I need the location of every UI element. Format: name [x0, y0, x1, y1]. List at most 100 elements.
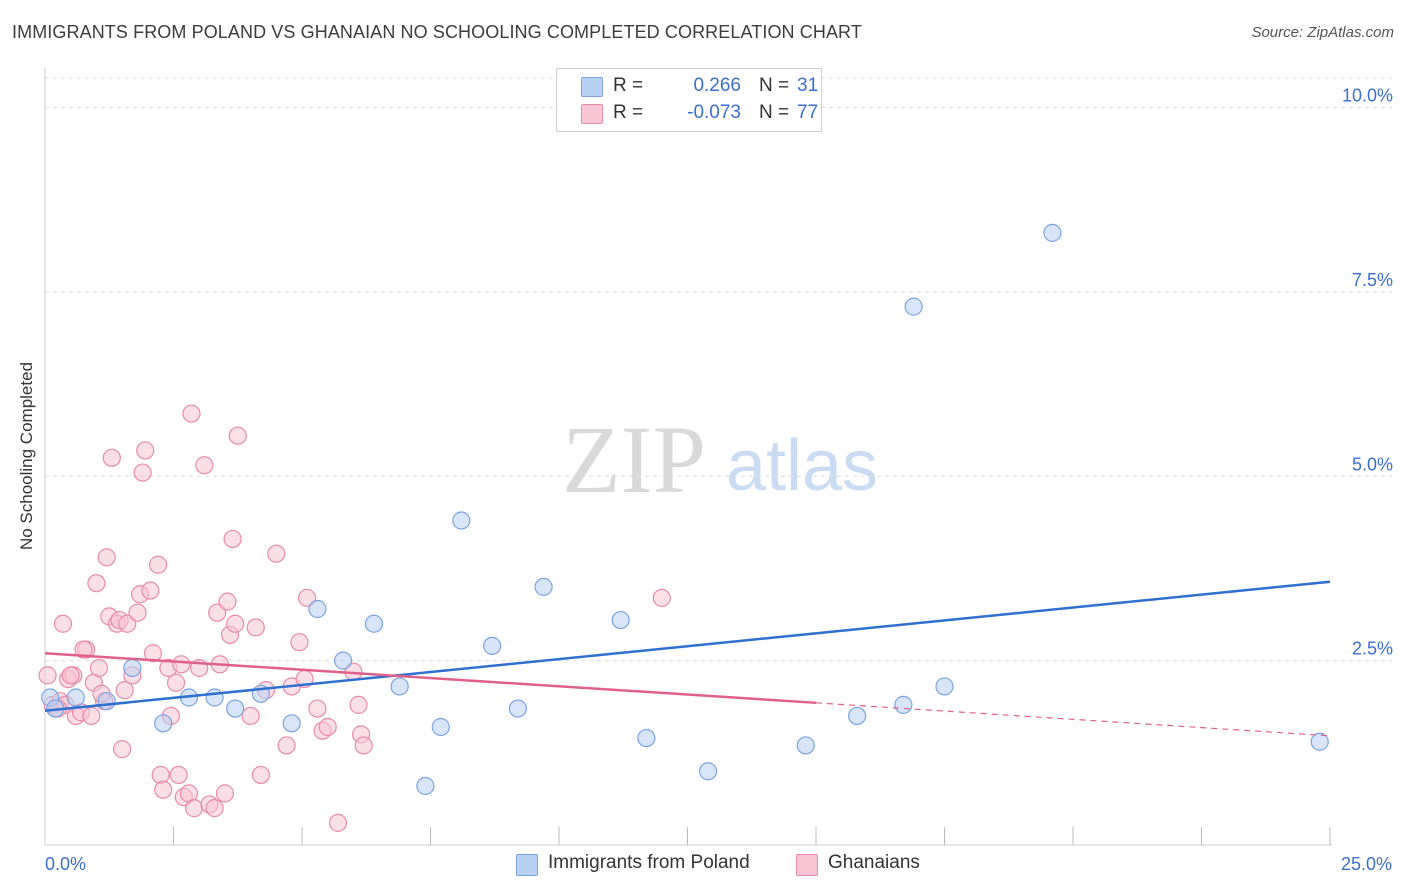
ghana-point: [133, 463, 152, 482]
ghana-legend-swatch: [796, 854, 818, 876]
r-label: R =: [613, 102, 644, 123]
poland-point: [637, 728, 656, 748]
chart-title: IMMIGRANTS FROM POLAND VS GHANAIAN NO SC…: [12, 22, 862, 42]
ghana-point: [154, 780, 173, 799]
ghana-n-value: 77: [797, 102, 819, 123]
ghana-point: [241, 706, 260, 726]
watermark-zip: ZIP: [562, 406, 706, 513]
poland-point: [904, 297, 923, 316]
axes: [44, 68, 1332, 846]
ghana-trend-line-dashed: [815, 702, 1331, 737]
x-tick-label: 0.0%: [45, 854, 86, 874]
poland-point: [698, 762, 718, 781]
ghana-point: [290, 633, 309, 652]
poland-point: [534, 577, 553, 596]
ghana-point: [218, 592, 237, 611]
ghana-point: [228, 426, 247, 445]
source-credit: Source: ZipAtlas.com: [1251, 24, 1394, 41]
ghana-point: [223, 529, 242, 549]
ghana-point: [184, 799, 204, 818]
ghana-point: [195, 456, 214, 475]
ghana-point: [102, 448, 121, 467]
y-tick-label: 2.5%: [1352, 639, 1393, 659]
ghana-point: [226, 614, 245, 633]
r-label: R =: [613, 75, 644, 96]
poland-point: [334, 651, 353, 670]
trend-lines: [44, 580, 1331, 737]
poland-point: [935, 677, 954, 696]
ghana-point: [143, 644, 163, 663]
ghana-point: [328, 813, 348, 832]
poland-point: [796, 736, 815, 755]
ghana-point: [166, 673, 186, 692]
ghana-point: [74, 640, 93, 659]
poland-n-value: 31: [797, 75, 819, 96]
poland-point: [364, 614, 384, 633]
poland-point: [154, 714, 173, 733]
ghana-point: [87, 574, 106, 593]
ghana-point: [267, 544, 286, 563]
x-tick-label: 25.0%: [1341, 854, 1392, 874]
correlation-legend: R = 0.266 N = 31 R = -0.073 N = 77: [556, 68, 822, 132]
poland-point: [205, 688, 224, 707]
poland-point: [308, 599, 327, 619]
y-tick-label: 10.0%: [1342, 86, 1393, 106]
y-axis-label: No Schooling Completed: [17, 361, 36, 551]
ghana-point: [349, 695, 368, 714]
watermark-atlas: atlas: [726, 426, 878, 506]
n-label: N =: [759, 75, 790, 96]
poland-point: [416, 776, 435, 796]
ghana-point: [277, 736, 296, 755]
ghana-point: [151, 765, 170, 785]
n-label: N =: [759, 102, 790, 123]
y-tick-label: 7.5%: [1352, 270, 1393, 290]
poland-point: [226, 699, 245, 718]
ghana-trend-line: [44, 652, 817, 705]
poland-swatch: [581, 77, 603, 97]
ghana-point: [141, 581, 160, 600]
poland-point: [508, 699, 527, 718]
poland-point: [848, 706, 867, 726]
grid: [45, 77, 1392, 662]
poland-point: [66, 688, 85, 707]
ghana-point: [89, 658, 109, 678]
ghana-point: [205, 799, 224, 818]
ghana-swatch: [581, 104, 603, 124]
ghana-point: [215, 784, 234, 803]
ghana-point: [172, 655, 191, 674]
ghana-point: [308, 699, 327, 718]
poland-legend-label: Immigrants from Poland: [548, 852, 750, 873]
ghana-point: [169, 765, 188, 785]
ghana-point: [182, 404, 201, 423]
ghana-legend-label: Ghanaians: [828, 852, 920, 873]
ghana-point: [53, 614, 73, 633]
ghana-point: [38, 666, 57, 685]
watermark: ZIP atlas: [562, 406, 878, 513]
poland-point: [1310, 732, 1329, 751]
ghana-point: [112, 740, 132, 759]
ghana-point: [354, 736, 373, 755]
poland-point: [1043, 223, 1062, 242]
poland-point: [452, 511, 471, 530]
ghana-r-value: -0.073: [687, 102, 741, 123]
ghana-point: [251, 765, 270, 785]
poland-point: [431, 717, 450, 737]
poland-legend-swatch: [516, 854, 538, 876]
ghana-point: [148, 555, 168, 574]
ghana-point: [61, 666, 80, 685]
poland-point: [611, 610, 630, 630]
poland-r-value: 0.266: [693, 75, 741, 96]
poland-point: [390, 677, 409, 696]
ghana-point: [246, 618, 265, 637]
y-tick-label: 5.0%: [1352, 454, 1393, 474]
poland-point: [123, 658, 142, 678]
poland-point: [894, 695, 913, 714]
poland-point: [282, 714, 301, 733]
ghana-point: [136, 441, 155, 460]
poland-point: [97, 692, 116, 711]
ghana-point: [128, 603, 147, 622]
ghana-point: [318, 717, 337, 737]
poland-trend-line: [44, 580, 1331, 713]
poland-point: [483, 636, 502, 655]
